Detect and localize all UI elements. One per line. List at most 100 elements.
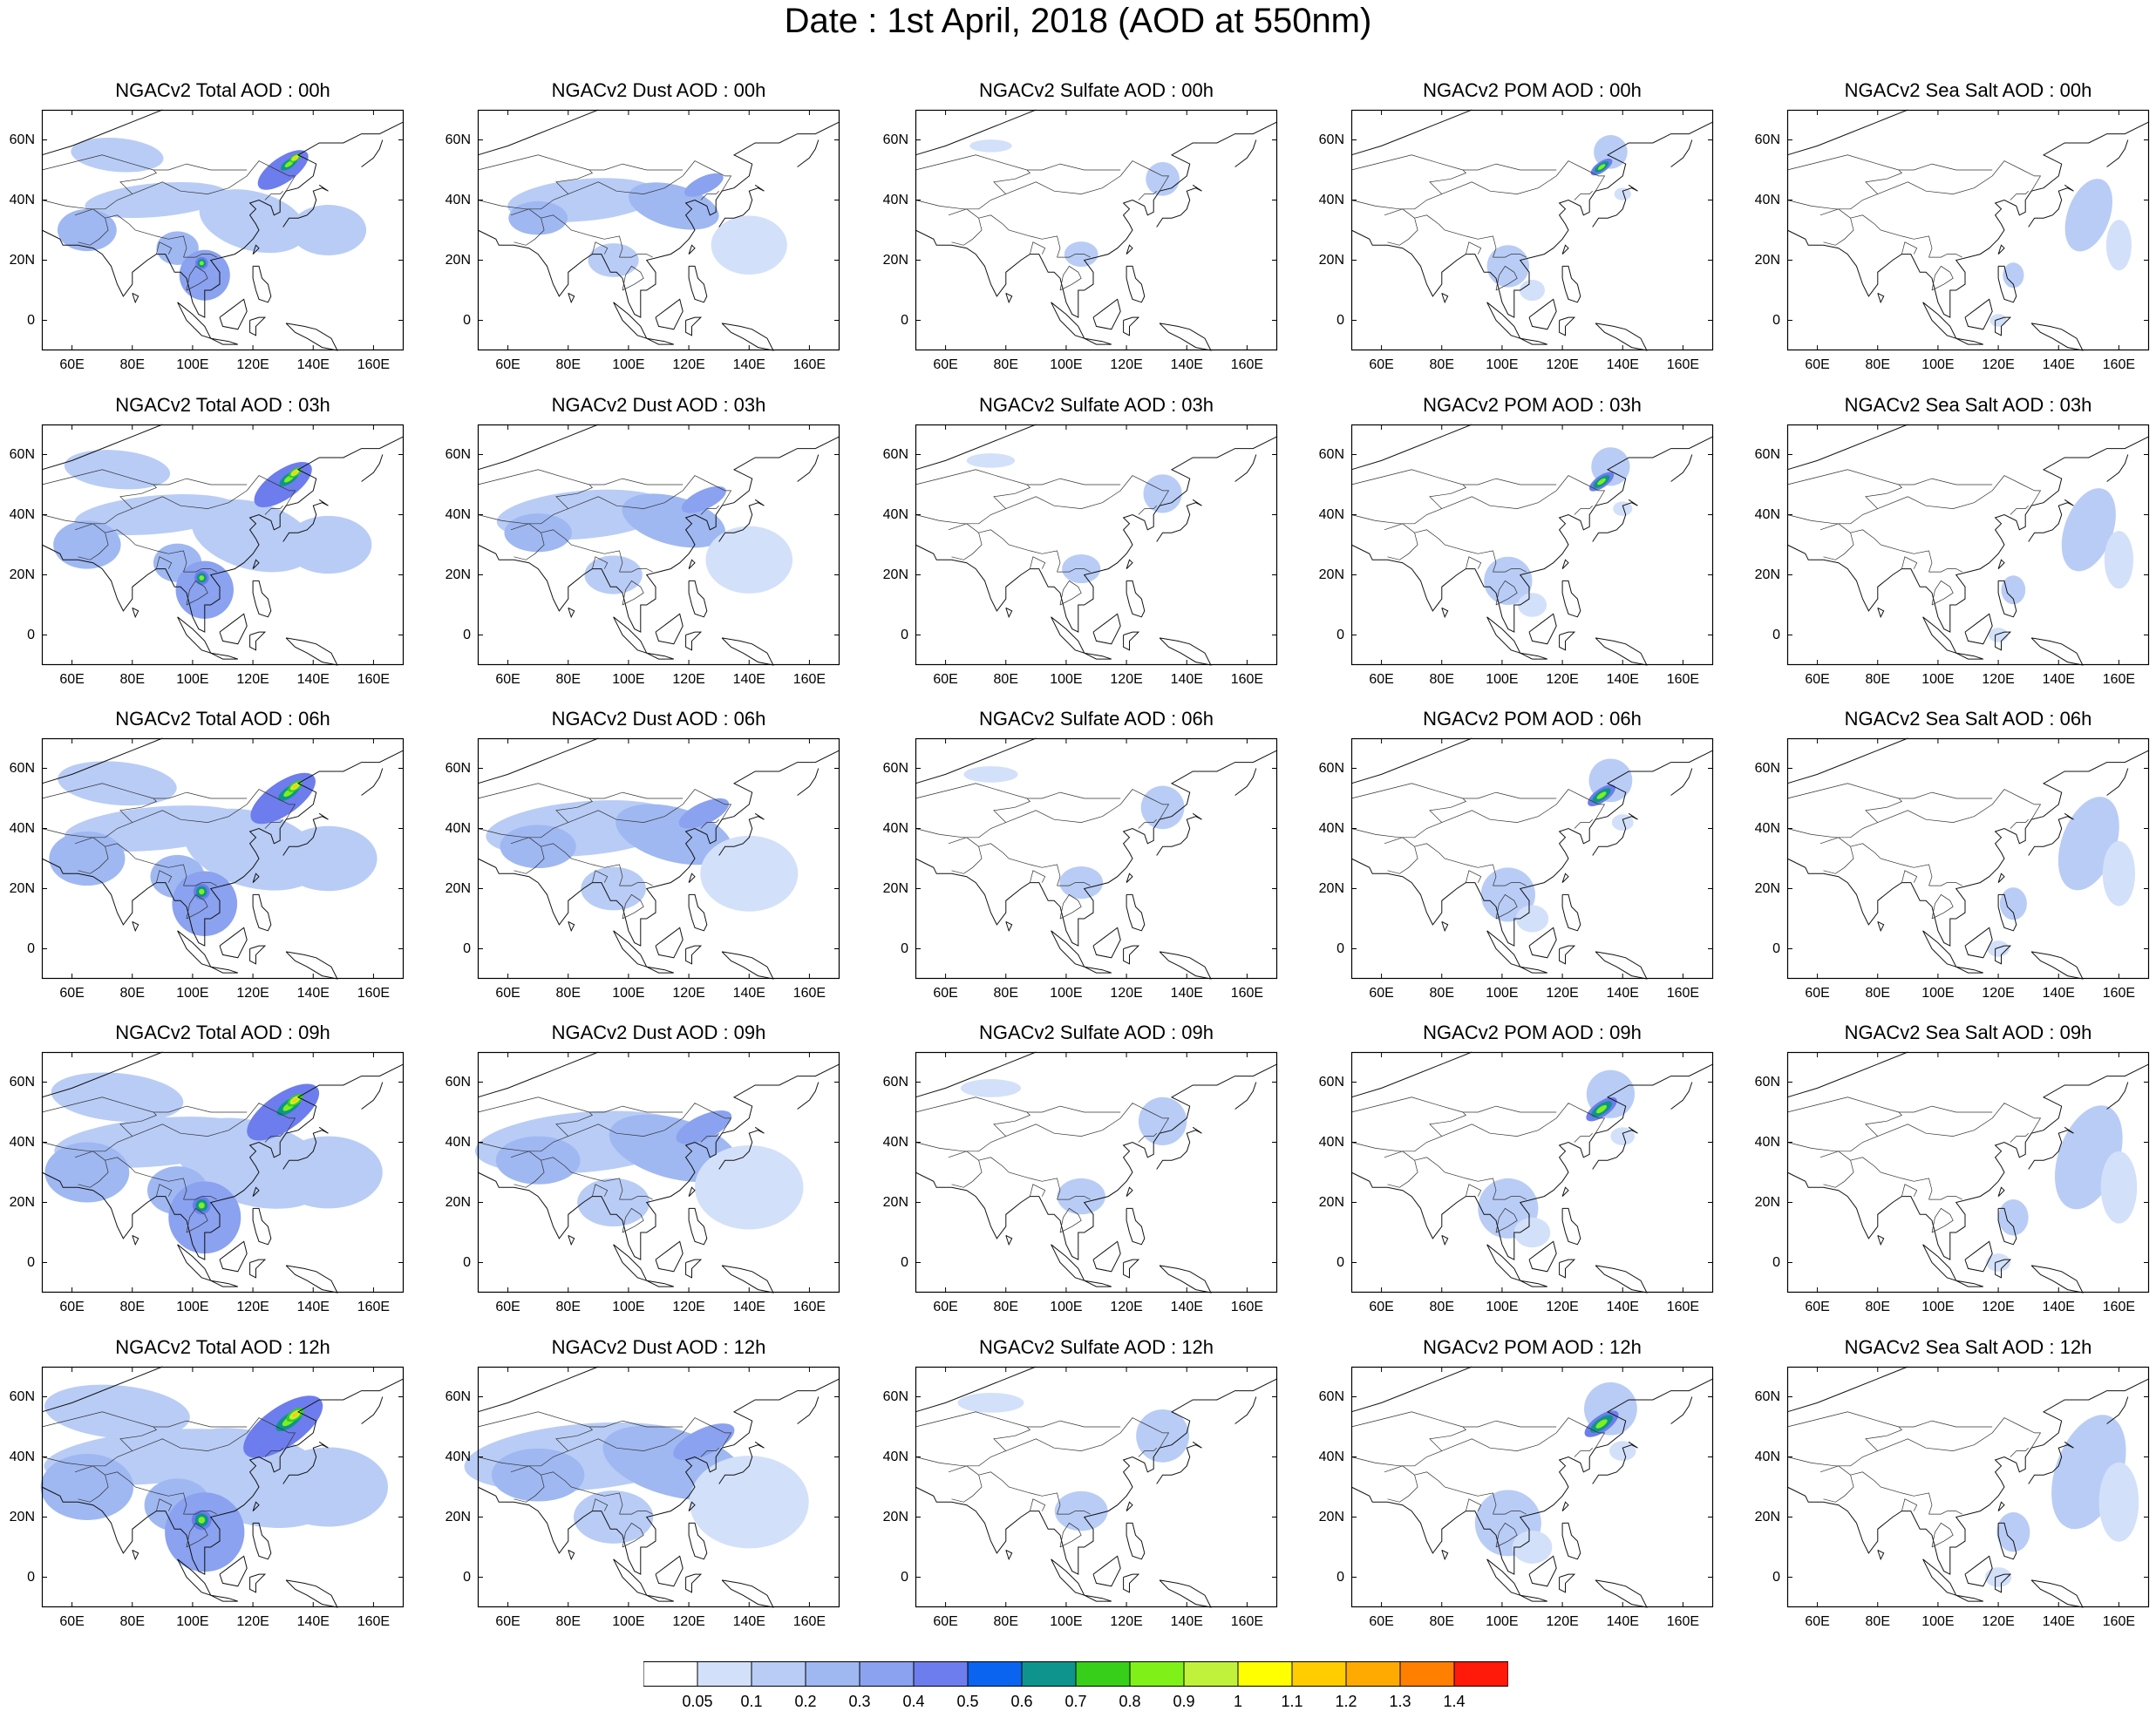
coastline [1234,1082,1257,1110]
coastline [219,613,248,645]
coastline [1092,927,1121,959]
aod-map-panel [474,1051,840,1293]
aod-blob [577,1178,650,1227]
map-frame [477,737,840,980]
aod-blob [40,1454,134,1520]
coastline [1964,613,1993,645]
country-border [510,208,545,246]
country-border [1850,1157,1933,1200]
lon-tick-label: 100E [176,1614,209,1629]
coastline [477,1063,840,1260]
coastline [1786,1366,1908,1413]
country-border [1865,169,1903,194]
lat-tick-label: 0 [1336,1254,1344,1270]
country-border [264,1132,283,1143]
page-title: Date : 1st April, 2018 (AOD at 550nm) [784,2,1372,40]
aod-blob [700,835,799,912]
coastline [1955,1280,1983,1287]
country-border [915,1411,1121,1428]
lon-tick-label: 100E [612,1300,645,1314]
lon-tick-label: 80E [993,672,1018,687]
panel-title: NGACv2 POM AOD : 09h [1423,1022,1642,1043]
aod-map-panel [41,737,405,980]
lon-tick-label: 160E [1230,1300,1264,1314]
lon-tick-label: 140E [1170,1614,1203,1629]
aod-blob [491,1448,585,1502]
lon-tick-label: 140E [2042,357,2075,372]
country-border [41,154,248,171]
coastline [1051,616,1085,655]
aod-map-panel [915,1051,1278,1293]
coastline [249,1259,267,1279]
coastline [282,1126,329,1170]
lon-tick-label: 100E [1921,1614,1955,1629]
panel-title: NGACv2 Sulfate AOD : 12h [978,1336,1214,1358]
aod-map-panel [41,424,405,666]
lat-tick-label: 60N [1754,1074,1780,1090]
aod-blob [678,798,730,829]
coastline [2030,1579,2084,1608]
country-border [915,783,1121,799]
lon-tick-label: 100E [1050,986,1083,1001]
country-border [1786,1411,1993,1428]
coastline [688,872,696,883]
country-border [978,214,1061,258]
coastline [1997,580,2017,618]
lon-tick-label: 140E [732,1614,765,1629]
colorbar-label: 0.1 [740,1693,763,1710]
coastline [1877,1234,1885,1246]
lon-tick-label: 80E [1865,672,1890,687]
lon-tick-label: 80E [119,357,145,372]
coastline [1486,930,1521,968]
lon-tick-label: 80E [993,1300,1018,1314]
country-border [119,484,158,509]
lat-tick-label: 60N [9,1074,35,1090]
lat-tick-label: 40N [1318,192,1344,207]
coastline [1486,1558,1521,1597]
country-border [41,783,248,799]
lat-tick-label: 40N [1754,820,1780,836]
coastline [1350,121,1714,318]
country-border [1495,893,1518,920]
lon-tick-label: 60E [1805,1300,1830,1314]
lat-tick-label: 60N [445,132,471,147]
coastline [1520,652,1547,660]
coastline [1156,1126,1202,1170]
coastline [1520,966,1547,974]
lon-tick-label: 100E [176,672,209,687]
aod-blob [191,499,315,573]
coastline [1126,580,1146,618]
lat-tick-label: 40N [1754,506,1780,522]
coastline [915,1366,1037,1413]
coastline [1051,1558,1085,1597]
aod-map-panel [477,109,840,351]
coastline [1126,244,1133,255]
lon-tick-label: 100E [1486,357,1519,372]
coastline [285,637,338,666]
aod-blob [64,450,171,490]
coastline [210,966,238,974]
coastline [1350,109,1472,156]
aod-blob [199,261,204,266]
country-border [1466,1184,1482,1197]
lon-tick-label: 140E [1170,1300,1203,1314]
coastline [41,737,163,784]
lat-tick-label: 20N [1754,1509,1780,1524]
coastline [1559,316,1576,336]
country-border [993,484,1031,509]
country-border [1901,1184,1918,1197]
coastline [1592,184,1638,227]
coastline [721,951,774,980]
coastline [721,1265,774,1293]
coastline [613,930,648,968]
coastline [252,1207,272,1246]
coastline [177,302,212,340]
country-border [105,843,187,886]
lon-tick-label: 140E [732,1300,765,1314]
lat-tick-label: 60N [9,446,35,462]
aod-blob [960,1079,1022,1097]
coastline [41,1378,405,1575]
country-border [1786,154,1993,171]
country-border [1059,580,1082,606]
coastline [2030,1265,2084,1293]
